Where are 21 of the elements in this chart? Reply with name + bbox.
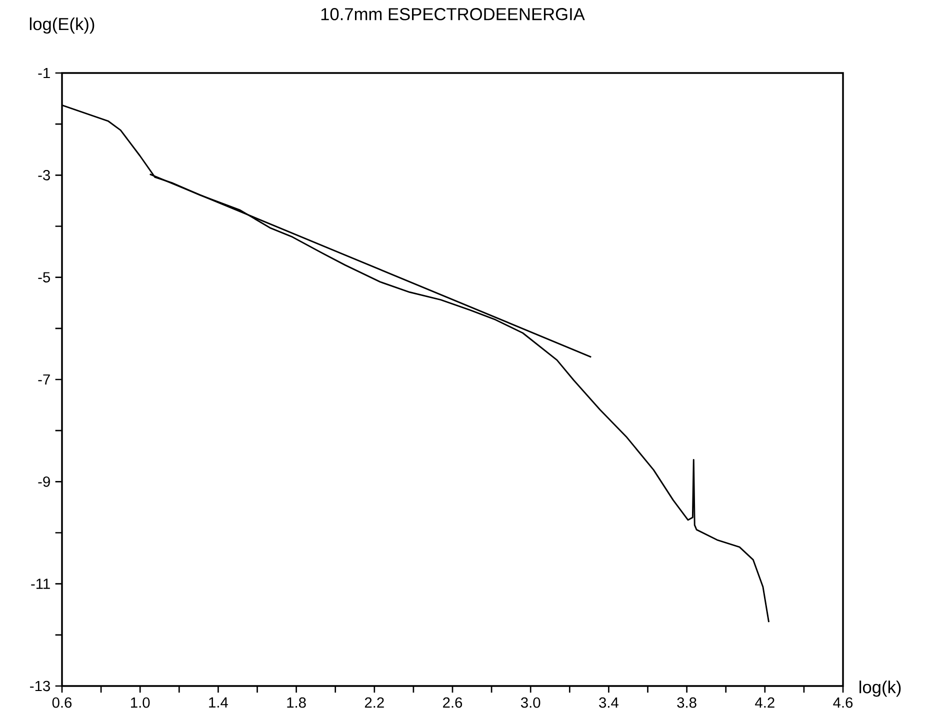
x-tick-label: 3.0: [520, 697, 540, 708]
y-tick-label: -5: [38, 272, 50, 282]
x-tick-label: 3.8: [677, 697, 696, 708]
y-tick-label: -7: [38, 374, 50, 384]
x-tick-label: 4.6: [833, 697, 853, 708]
y-tick-label: -9: [38, 476, 50, 487]
x-axis-title: log(k): [860, 680, 901, 697]
y-tick-label: -13: [30, 680, 50, 692]
x-tick-label: 3.4: [599, 697, 618, 708]
x-tick-label: 0.6: [52, 697, 72, 708]
x-tick-label: 1.4: [209, 697, 228, 708]
y-tick-label: -11: [31, 578, 50, 589]
x-tick-label: 2.2: [364, 697, 384, 708]
y-axis-title: log(E(k)): [30, 17, 94, 34]
y-tick-label: -1: [38, 68, 50, 78]
x-tick-label: 1.0: [131, 697, 150, 708]
x-tick-label: 2.6: [443, 697, 462, 708]
chart-title: 10.7mm ESPECTRODEENERGIA: [321, 8, 585, 20]
x-tick-label: 4.2: [755, 697, 774, 708]
y-tick-label: -3: [38, 170, 50, 180]
x-tick-label: 1.8: [287, 697, 306, 708]
